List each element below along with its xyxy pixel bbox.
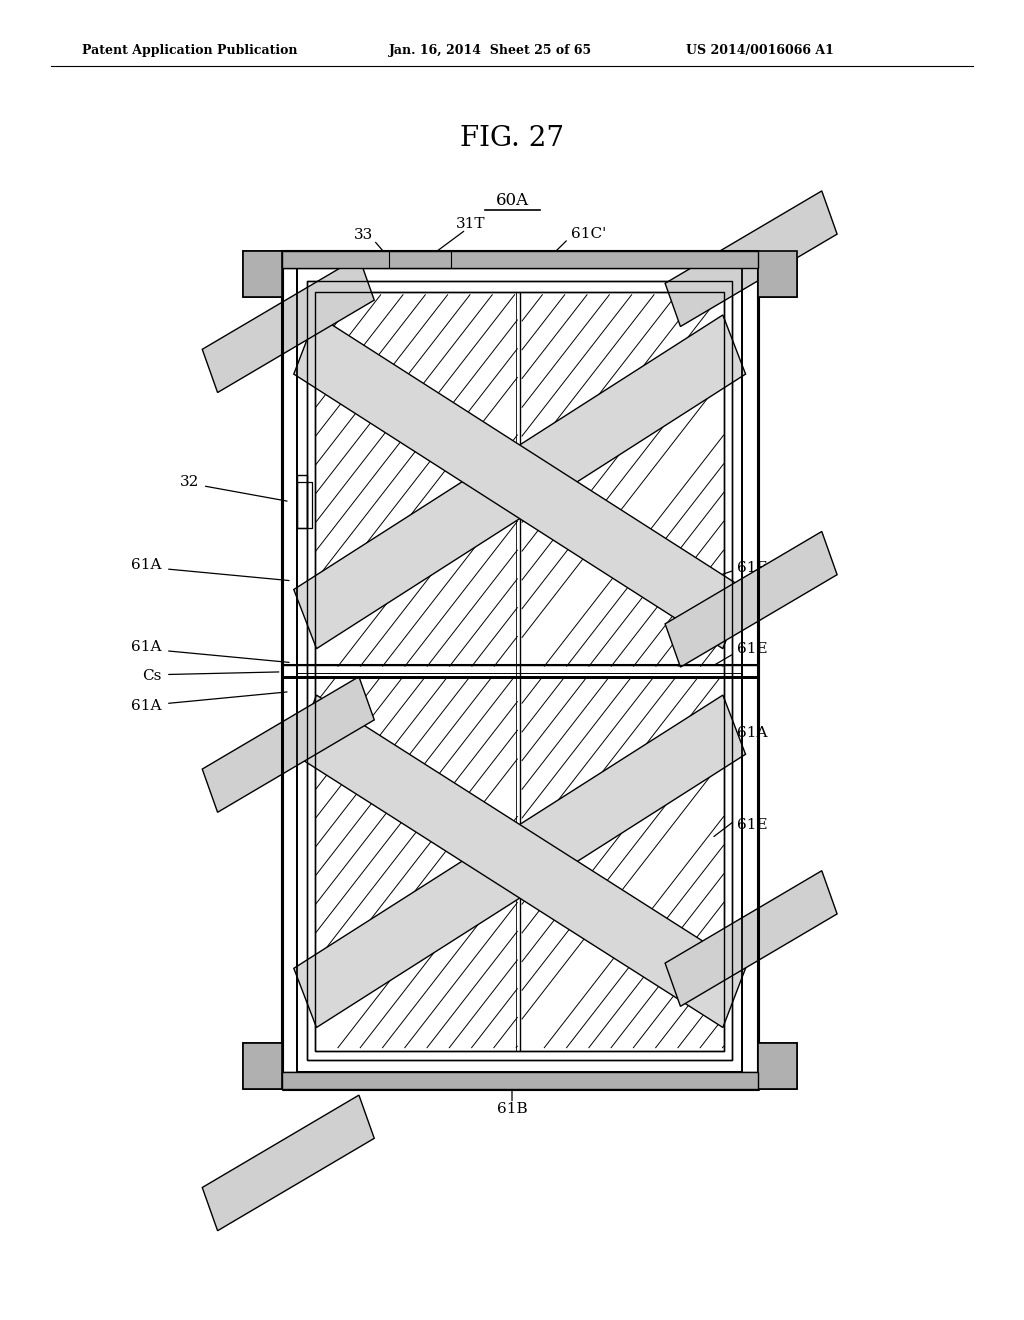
Polygon shape (294, 315, 745, 648)
Text: 61A: 61A (737, 726, 768, 739)
Text: 61E: 61E (737, 818, 768, 832)
Polygon shape (666, 191, 837, 326)
Text: 31T: 31T (457, 218, 485, 231)
Polygon shape (294, 696, 745, 1027)
Text: Patent Application Publication: Patent Application Publication (82, 44, 297, 57)
Text: 61C': 61C' (571, 227, 606, 240)
Text: 61A: 61A (131, 640, 162, 653)
Polygon shape (282, 1072, 758, 1089)
Text: 61B: 61B (497, 1102, 527, 1115)
Polygon shape (294, 696, 745, 1027)
Polygon shape (758, 251, 797, 297)
Text: 33: 33 (354, 228, 373, 242)
Polygon shape (282, 251, 758, 268)
Text: 32: 32 (180, 475, 200, 488)
Polygon shape (243, 1043, 282, 1089)
Text: 61E: 61E (737, 643, 768, 656)
Text: US 2014/0016066 A1: US 2014/0016066 A1 (686, 44, 834, 57)
Text: 61A: 61A (131, 558, 162, 572)
Polygon shape (282, 251, 758, 268)
Polygon shape (203, 1096, 374, 1230)
Polygon shape (203, 257, 374, 392)
Text: 61A: 61A (131, 700, 162, 713)
Polygon shape (243, 1043, 282, 1089)
Polygon shape (666, 871, 837, 1006)
Text: Cs: Cs (142, 669, 162, 682)
Text: FIG. 27: FIG. 27 (460, 125, 564, 152)
Polygon shape (243, 251, 282, 297)
Text: 61E: 61E (737, 561, 768, 574)
Text: 61B: 61B (737, 601, 768, 614)
Polygon shape (666, 532, 837, 667)
Polygon shape (758, 1043, 797, 1089)
Polygon shape (282, 1072, 758, 1089)
Polygon shape (294, 315, 745, 648)
Polygon shape (758, 1043, 797, 1089)
Text: Jan. 16, 2014  Sheet 25 of 65: Jan. 16, 2014 Sheet 25 of 65 (389, 44, 592, 57)
Text: 60A: 60A (496, 193, 528, 209)
Polygon shape (758, 251, 797, 297)
Polygon shape (203, 677, 374, 812)
Polygon shape (243, 251, 282, 297)
